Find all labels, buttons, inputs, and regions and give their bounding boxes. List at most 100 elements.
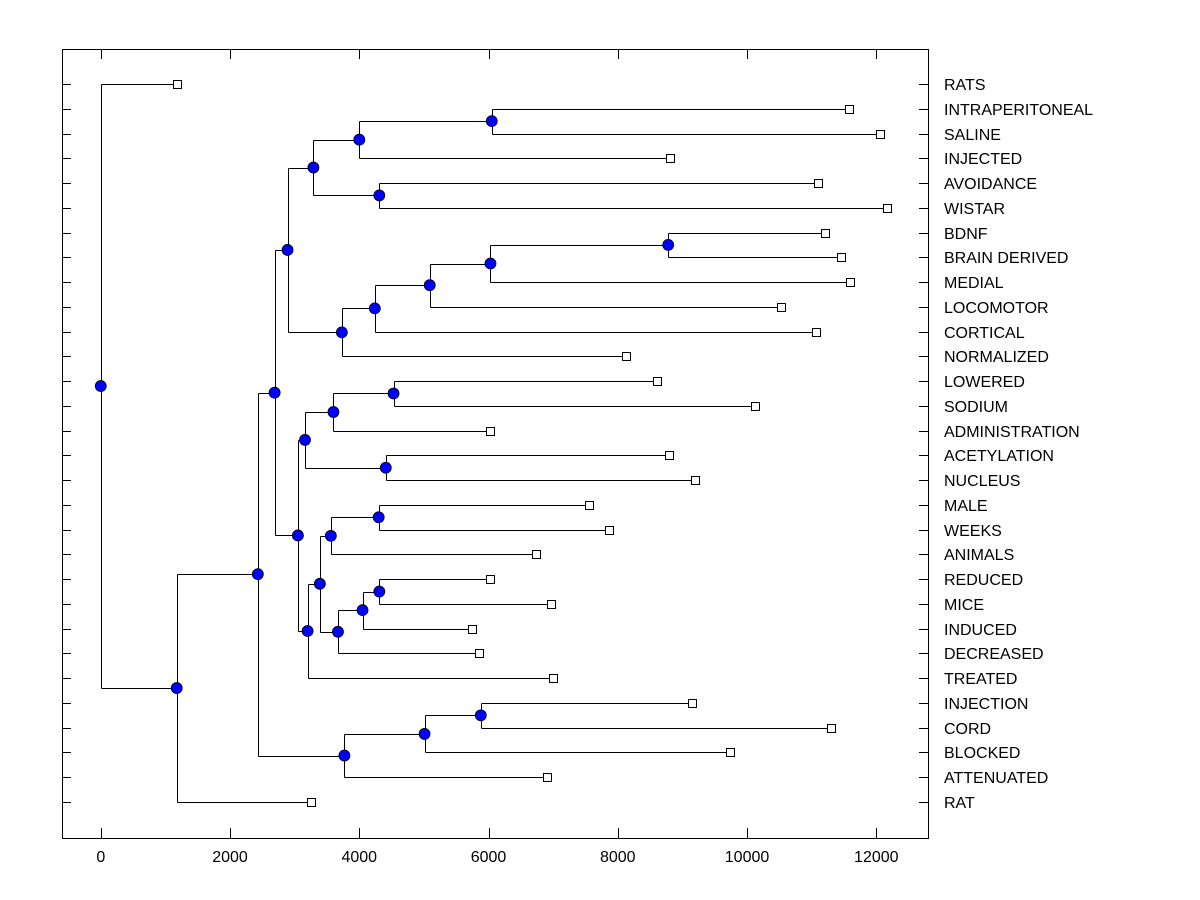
leaf-label: BDNF <box>944 226 988 243</box>
cluster-node-marker <box>418 728 431 740</box>
x-tick-label: 2000 <box>212 849 248 866</box>
leaf-label: MEDIAL <box>944 275 1004 292</box>
leaf-marker <box>585 501 594 510</box>
leaf-label: ANIMALS <box>944 547 1014 564</box>
leaf-marker <box>532 550 541 559</box>
leaf-label: NUCLEUS <box>944 473 1020 490</box>
cluster-node-marker <box>268 386 281 399</box>
leaf-marker <box>665 451 674 460</box>
leaf-marker <box>307 798 316 807</box>
leaf-marker <box>821 229 830 238</box>
dendrogram-links <box>101 84 888 803</box>
leaf-label: TREATED <box>944 671 1017 688</box>
leaf-marker <box>653 377 662 386</box>
leaf-label: CORTICAL <box>944 325 1025 342</box>
cluster-node-marker <box>662 239 675 251</box>
leaf-marker <box>666 154 675 163</box>
leaf-marker <box>486 427 495 436</box>
leaf-label: INTRAPERITONEAL <box>944 102 1093 119</box>
leaf-label: DECREASED <box>944 646 1044 663</box>
leaf-label: LOCOMOTOR <box>944 300 1049 317</box>
leaf-label: SALINE <box>944 127 1001 144</box>
leaf-marker <box>543 773 552 782</box>
leaf-marker <box>837 253 846 262</box>
cluster-node-marker <box>423 279 436 292</box>
leaf-label: INJECTION <box>944 696 1028 713</box>
x-tick-label: 6000 <box>471 849 507 866</box>
cluster-node-marker <box>353 133 366 146</box>
leaf-label: RATS <box>944 77 985 94</box>
cluster-node-marker <box>387 387 400 400</box>
leaf-marker <box>173 80 182 89</box>
cluster-node-marker <box>373 585 386 598</box>
cluster-node-marker <box>373 189 386 202</box>
leaf-marker <box>688 699 697 708</box>
leaf-label: ACETYLATION <box>944 448 1054 465</box>
leaf-label: MICE <box>944 597 984 614</box>
leaf-label: LOWERED <box>944 374 1025 391</box>
leaf-label: BRAIN DERIVED <box>944 250 1068 267</box>
x-tick-label: 4000 <box>341 849 377 866</box>
leaf-label: AVOIDANCE <box>944 176 1037 193</box>
leaf-label: INJECTED <box>944 151 1022 168</box>
leaf-label: ADMINISTRATION <box>944 424 1080 441</box>
cluster-node-marker <box>291 529 304 542</box>
leaf-marker <box>468 625 477 634</box>
cluster-node-marker <box>299 434 311 446</box>
cluster-node-marker <box>485 115 498 128</box>
cluster-node-marker <box>94 380 107 392</box>
leaf-label: REDUCED <box>944 572 1023 589</box>
x-tick-label: 8000 <box>600 849 636 866</box>
leaf-label: NORMALIZED <box>944 349 1049 366</box>
leaf-marker <box>814 179 823 188</box>
cluster-nodes <box>94 115 675 762</box>
leaf-marker <box>846 278 855 287</box>
cluster-node-marker <box>170 682 183 694</box>
cluster-node-marker <box>332 625 344 638</box>
leaf-marker <box>777 303 786 312</box>
leaf-marker <box>622 352 631 361</box>
cluster-node-marker <box>251 568 264 581</box>
leaf-label: SODIUM <box>944 399 1008 416</box>
cluster-node-marker <box>484 257 497 270</box>
cluster-node-marker <box>301 625 314 637</box>
cluster-node-marker <box>356 604 369 617</box>
leaf-label: ATTENUATED <box>944 770 1048 787</box>
leaf-label: WEEKS <box>944 523 1002 540</box>
leaf-label: WISTAR <box>944 201 1005 218</box>
leaf-marker <box>845 105 854 114</box>
leaf-marker <box>883 204 892 213</box>
leaf-label: INDUCED <box>944 622 1017 639</box>
cluster-node-marker <box>307 161 320 174</box>
leaf-label: CORD <box>944 721 991 738</box>
cluster-node-marker <box>474 709 487 722</box>
plot-frame <box>62 49 929 839</box>
leaf-marker <box>549 674 558 683</box>
leaf-markers <box>173 80 892 807</box>
x-tick-label: 0 <box>96 849 105 866</box>
leaf-marker <box>827 724 836 733</box>
x-axis: 0 2000 4000 6000 8000 10000 12000 <box>96 49 899 866</box>
leaf-marker <box>691 476 700 485</box>
leaf-marker <box>605 526 614 535</box>
leaf-label: MALE <box>944 498 988 515</box>
leaf-label: BLOCKED <box>944 745 1020 762</box>
cluster-node-marker <box>338 749 351 762</box>
leaf-marker <box>812 328 821 337</box>
leaf-labels: RATS INTRAPERITONEAL SALINE INJECTED AVOIDAN… <box>944 77 1093 812</box>
x-tick-label: 12000 <box>854 849 899 866</box>
cluster-node-marker <box>313 577 326 590</box>
cluster-node-marker <box>327 406 340 418</box>
y-axis-ticks <box>62 84 928 803</box>
leaf-marker <box>475 649 484 658</box>
leaf-label: RAT <box>944 795 975 812</box>
leaf-marker <box>751 402 760 411</box>
cluster-node-marker <box>335 326 348 339</box>
cluster-node-marker <box>372 511 385 524</box>
leaf-marker <box>486 575 495 584</box>
leaf-marker <box>876 130 885 139</box>
cluster-node-marker <box>368 302 381 315</box>
leaf-marker <box>726 748 735 757</box>
cluster-node-marker <box>281 244 294 256</box>
